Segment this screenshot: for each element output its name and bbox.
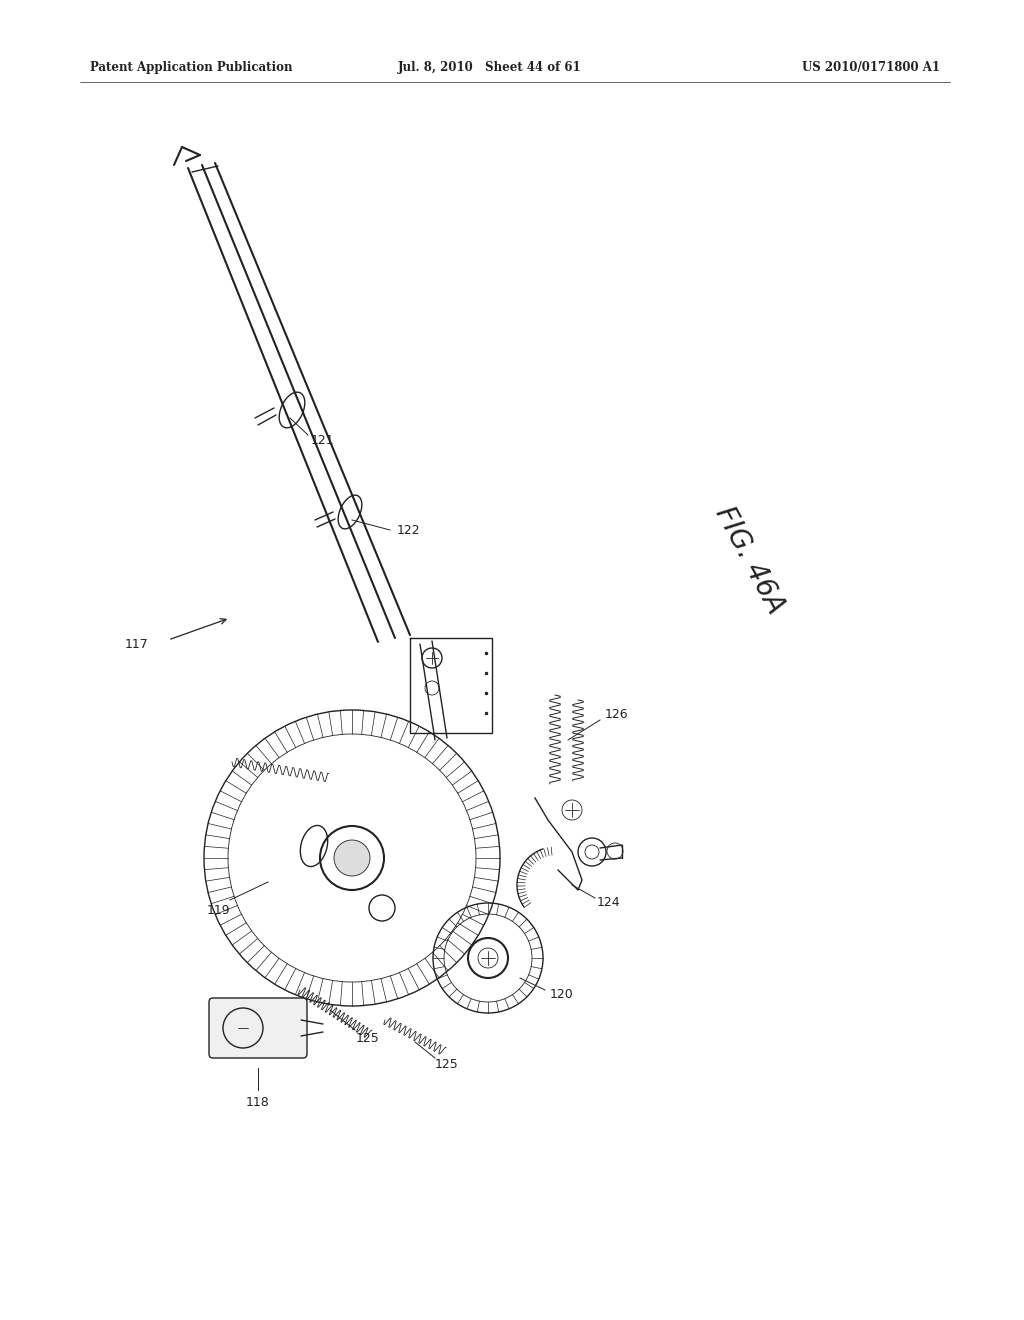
Text: 126: 126: [604, 708, 628, 721]
Text: US 2010/0171800 A1: US 2010/0171800 A1: [802, 62, 940, 74]
Text: 119: 119: [206, 903, 229, 916]
Text: 118: 118: [246, 1096, 270, 1109]
Text: 125: 125: [356, 1031, 380, 1044]
Text: FIG. 46A: FIG. 46A: [710, 502, 790, 619]
Text: 120: 120: [550, 987, 573, 1001]
Text: 124: 124: [596, 895, 620, 908]
Text: 122: 122: [396, 524, 420, 536]
Text: Patent Application Publication: Patent Application Publication: [90, 62, 293, 74]
Text: 125: 125: [435, 1057, 459, 1071]
FancyBboxPatch shape: [209, 998, 307, 1059]
Text: Jul. 8, 2010   Sheet 44 of 61: Jul. 8, 2010 Sheet 44 of 61: [398, 62, 582, 74]
Circle shape: [334, 840, 370, 876]
Text: 117: 117: [124, 638, 148, 651]
Text: 121: 121: [310, 433, 334, 446]
